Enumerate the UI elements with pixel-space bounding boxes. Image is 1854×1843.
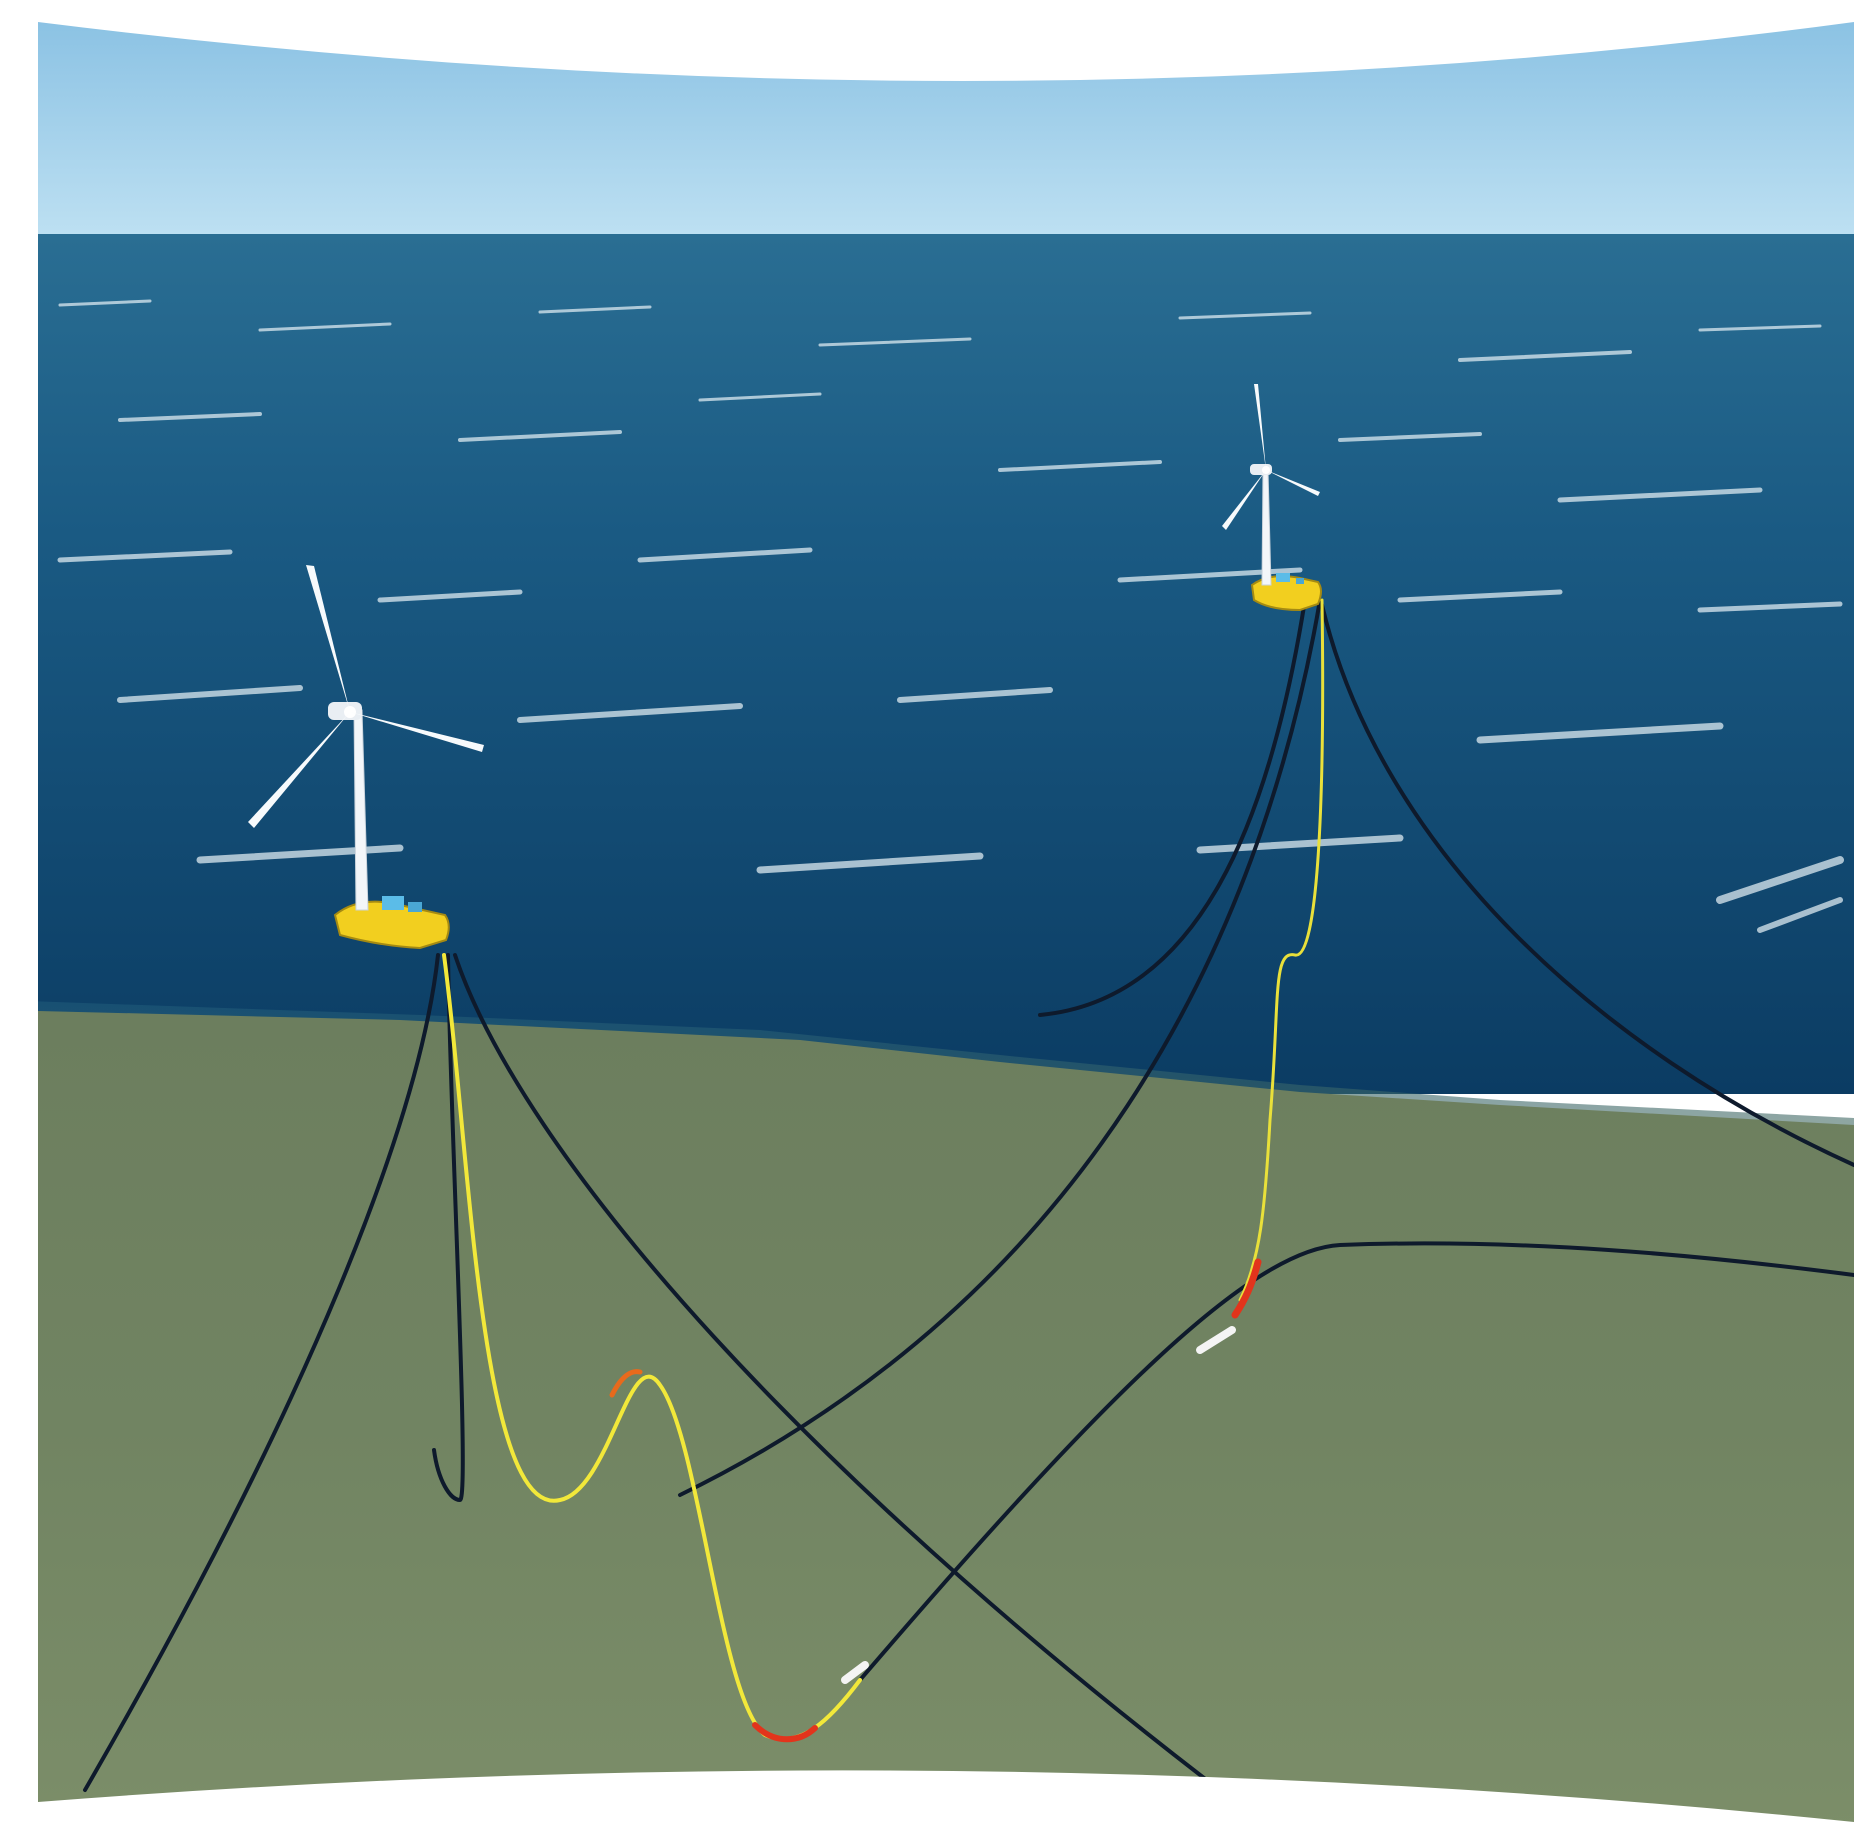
mooring-line-right-2: [1038, 598, 1307, 1017]
floating-wind-turbine-left: [248, 565, 484, 950]
dynamic-cable-right: [1196, 598, 1325, 1354]
wind-turbine-icon: [1222, 384, 1320, 586]
mooring-line-left-2: [432, 953, 465, 1503]
mooring-line-left-1: [83, 953, 440, 1792]
mooring-lines: [83, 598, 1854, 1822]
export-cable: [858, 1241, 1854, 1682]
wind-turbine-icon: [248, 565, 484, 911]
seabed: [38, 1010, 1854, 1822]
buoyancy-module: [841, 1661, 869, 1684]
mooring-line-right-3: [1320, 603, 1854, 1167]
mooring-line-left-3: [453, 953, 1292, 1822]
floating-wind-turbine-right: [1222, 384, 1322, 612]
sky: [38, 22, 1854, 236]
sea-surface: [38, 234, 1854, 1094]
wave-foam: [57, 299, 1844, 933]
mooring-line-right-1: [678, 598, 1322, 1497]
dynamic-cable-left: [442, 953, 869, 1743]
bend-stiffener: [1231, 1258, 1262, 1319]
bend-stiffener: [752, 1722, 818, 1743]
cable-connector: [1196, 1326, 1236, 1354]
bend-stiffener: [609, 1369, 643, 1398]
